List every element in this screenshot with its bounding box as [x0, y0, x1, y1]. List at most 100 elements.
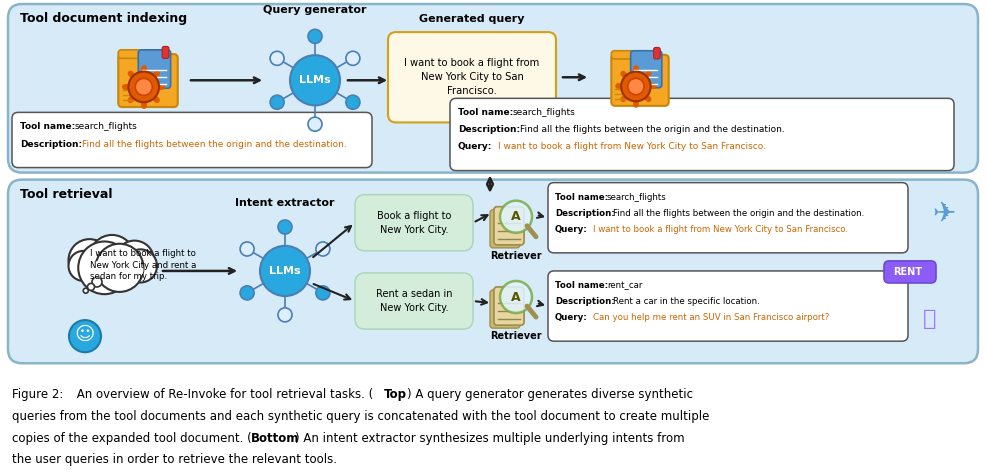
Text: I want to book a flight from
New York City to San
Francisco.: I want to book a flight from New York Ci… — [404, 58, 539, 96]
Circle shape — [124, 249, 157, 282]
FancyBboxPatch shape — [12, 112, 372, 168]
Text: search_flights: search_flights — [607, 193, 667, 202]
Text: Tool document indexing: Tool document indexing — [20, 12, 187, 25]
FancyBboxPatch shape — [494, 287, 524, 325]
Text: rent_car: rent_car — [607, 281, 642, 290]
Circle shape — [621, 72, 651, 101]
Text: Top: Top — [384, 388, 406, 401]
FancyBboxPatch shape — [355, 195, 473, 251]
FancyBboxPatch shape — [81, 261, 144, 278]
Circle shape — [241, 242, 254, 256]
Text: I want to book a flight from New York City to San Francisco.: I want to book a flight from New York Ci… — [593, 225, 848, 234]
Circle shape — [346, 95, 360, 109]
Text: Query:: Query: — [555, 313, 588, 322]
Circle shape — [88, 283, 95, 290]
FancyBboxPatch shape — [611, 51, 634, 59]
FancyBboxPatch shape — [631, 51, 662, 88]
Text: search_flights: search_flights — [513, 109, 576, 118]
Text: search_flights: search_flights — [75, 122, 138, 131]
Text: Description:: Description: — [555, 297, 614, 306]
Circle shape — [78, 241, 131, 294]
Text: LLMs: LLMs — [269, 266, 301, 276]
Circle shape — [115, 241, 154, 280]
Circle shape — [316, 286, 330, 300]
Text: ) An intent extractor synthesizes multiple underlying intents from: ) An intent extractor synthesizes multip… — [295, 432, 684, 445]
Text: Find all the flights between the origin and the destination.: Find all the flights between the origin … — [82, 140, 347, 149]
Circle shape — [270, 95, 284, 109]
Text: LLMs: LLMs — [299, 75, 331, 85]
Text: Retriever: Retriever — [490, 251, 542, 261]
FancyBboxPatch shape — [138, 50, 171, 88]
Text: ) A query generator generates diverse synthetic: ) A query generator generates diverse sy… — [407, 388, 693, 401]
FancyBboxPatch shape — [494, 287, 524, 325]
Text: Bottom: Bottom — [250, 432, 299, 445]
Circle shape — [346, 51, 360, 65]
Text: Tool name:: Tool name: — [458, 109, 514, 118]
FancyBboxPatch shape — [118, 50, 142, 59]
Text: Tool name:: Tool name: — [555, 193, 608, 202]
Circle shape — [96, 244, 144, 292]
FancyBboxPatch shape — [654, 48, 661, 59]
Text: Query:: Query: — [555, 225, 588, 234]
Text: ☺: ☺ — [75, 325, 96, 344]
Text: Tool name:: Tool name: — [20, 122, 75, 131]
Text: Intent extractor: Intent extractor — [236, 198, 335, 208]
FancyBboxPatch shape — [494, 207, 524, 245]
FancyBboxPatch shape — [118, 54, 177, 107]
Text: Description:: Description: — [458, 126, 521, 134]
Text: 🚗: 🚗 — [923, 309, 937, 329]
FancyBboxPatch shape — [548, 183, 908, 253]
Text: Find all the flights between the origin and the destination.: Find all the flights between the origin … — [613, 208, 865, 218]
Text: Query generator: Query generator — [263, 5, 367, 15]
FancyBboxPatch shape — [490, 290, 520, 328]
Text: Retriever: Retriever — [490, 331, 542, 341]
FancyBboxPatch shape — [388, 32, 556, 122]
FancyBboxPatch shape — [611, 55, 669, 106]
Circle shape — [270, 51, 284, 65]
FancyBboxPatch shape — [8, 179, 978, 363]
Circle shape — [92, 277, 102, 287]
Text: Tool name:: Tool name: — [555, 281, 608, 290]
Text: An overview of Re-Invoke for tool retrieval tasks. (: An overview of Re-Invoke for tool retrie… — [73, 388, 374, 401]
FancyBboxPatch shape — [162, 47, 169, 59]
Text: Tool retrieval: Tool retrieval — [20, 188, 112, 201]
Text: queries from the tool documents and each synthetic query is concatenated with th: queries from the tool documents and each… — [12, 410, 709, 423]
FancyBboxPatch shape — [355, 273, 473, 329]
Text: Rent a car in the specific location.: Rent a car in the specific location. — [613, 297, 760, 306]
FancyBboxPatch shape — [8, 4, 978, 173]
Circle shape — [278, 308, 292, 322]
Text: RENT: RENT — [893, 267, 923, 277]
FancyBboxPatch shape — [884, 261, 936, 283]
Circle shape — [500, 281, 532, 313]
Text: Description:: Description: — [555, 208, 614, 218]
Circle shape — [128, 71, 159, 102]
Circle shape — [241, 286, 254, 300]
Circle shape — [278, 220, 292, 234]
Text: copies of the expanded tool document. (: copies of the expanded tool document. ( — [12, 432, 251, 445]
FancyBboxPatch shape — [490, 210, 520, 248]
Circle shape — [628, 78, 644, 95]
Text: I want to book a flight from New York City to San Francisco.: I want to book a flight from New York Ci… — [498, 142, 766, 151]
Circle shape — [290, 55, 340, 105]
Text: A: A — [511, 210, 521, 223]
Text: Generated query: Generated query — [419, 14, 525, 24]
Text: Can you help me rent an SUV in San Francisco airport?: Can you help me rent an SUV in San Franc… — [593, 313, 829, 322]
Circle shape — [68, 251, 99, 281]
Text: Figure 2:: Figure 2: — [12, 388, 63, 401]
FancyBboxPatch shape — [548, 271, 908, 341]
Text: Query:: Query: — [458, 142, 492, 151]
FancyBboxPatch shape — [494, 207, 524, 245]
Circle shape — [83, 288, 89, 293]
Circle shape — [308, 30, 322, 43]
Circle shape — [308, 117, 322, 131]
Text: A: A — [511, 290, 521, 304]
Circle shape — [90, 235, 134, 280]
Circle shape — [500, 201, 532, 233]
Circle shape — [135, 79, 152, 95]
Text: the user queries in order to retrieve the relevant tools.: the user queries in order to retrieve th… — [12, 453, 337, 466]
Text: Find all the flights between the origin and the destination.: Find all the flights between the origin … — [520, 126, 785, 134]
Circle shape — [68, 239, 110, 281]
Circle shape — [69, 320, 101, 352]
Text: ✈: ✈ — [933, 200, 955, 228]
Text: Description:: Description: — [20, 140, 82, 149]
